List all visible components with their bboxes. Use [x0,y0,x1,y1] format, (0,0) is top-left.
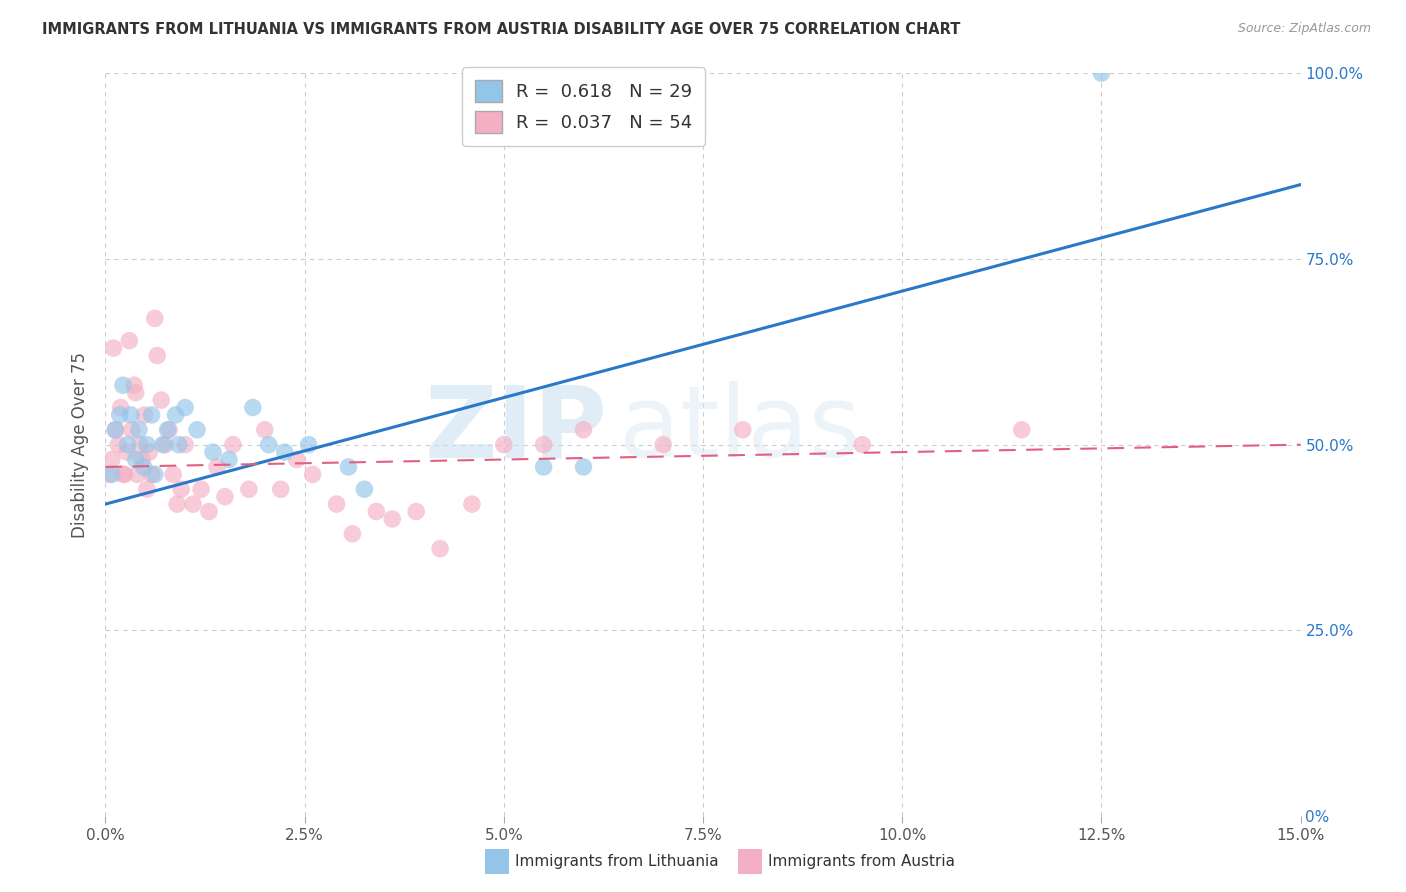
Point [143,467,166,482]
Point [170,482,193,496]
Point [128,423,150,437]
Point [167,438,190,452]
Point [238,482,260,496]
Point [128,438,150,452]
Point [131,452,153,467]
Point [157,423,180,437]
Point [141,467,163,482]
Point [253,423,276,437]
Point [851,438,873,452]
Point [270,482,292,496]
Point [125,452,148,467]
Point [218,452,240,467]
Point [115,445,138,459]
Point [285,452,308,467]
Point [205,459,228,474]
Point [533,438,555,452]
Point [101,452,124,467]
Point [190,482,212,496]
Point [533,459,555,474]
Point [381,512,404,526]
Point [120,408,142,422]
Point [118,334,141,348]
Point [138,445,160,459]
Point [1090,66,1112,80]
Point [257,438,280,452]
Point [104,423,127,437]
Point [108,408,131,422]
Point [127,467,149,482]
Point [117,438,139,452]
Point [97,467,120,482]
Point [301,467,323,482]
Point [186,423,208,437]
Point [242,401,264,415]
Point [572,459,595,474]
Point [652,438,675,452]
Point [166,497,188,511]
Point [492,438,515,452]
Point [111,378,134,392]
Point [273,445,295,459]
Point [134,408,156,422]
Point [152,438,174,452]
Point [156,423,179,437]
Text: IMMIGRANTS FROM LITHUANIA VS IMMIGRANTS FROM AUSTRIA DISABILITY AGE OVER 75 CORR: IMMIGRANTS FROM LITHUANIA VS IMMIGRANTS … [42,22,960,37]
Point [107,438,129,452]
Point [366,504,388,518]
Point [429,541,451,556]
Text: ZIP: ZIP [425,381,607,478]
Point [1011,423,1033,437]
Point [181,497,204,511]
Point [202,445,225,459]
Point [198,504,221,518]
Point [101,467,124,482]
Point [104,423,127,437]
Legend: R =  0.618   N = 29, R =  0.037   N = 54: R = 0.618 N = 29, R = 0.037 N = 54 [463,67,704,145]
Point [153,438,177,452]
Point [111,467,134,482]
Point [150,393,173,408]
Point [122,378,145,392]
Point [146,349,169,363]
Point [165,408,187,422]
Point [141,408,163,422]
Point [125,385,148,400]
Point [222,438,245,452]
Point [103,341,125,355]
Point [337,459,360,474]
Text: Source: ZipAtlas.com: Source: ZipAtlas.com [1237,22,1371,36]
Point [353,482,375,496]
Point [135,482,157,496]
Point [143,311,166,326]
Point [110,401,132,415]
Point [461,497,484,511]
Point [174,401,197,415]
Point [731,423,754,437]
Point [325,497,347,511]
Point [114,467,136,482]
Point [132,459,155,474]
Text: atlas: atlas [619,381,860,478]
Text: Immigrants from Lithuania: Immigrants from Lithuania [515,855,718,869]
Point [405,504,427,518]
Point [121,423,143,437]
Point [297,438,319,452]
Point [342,526,364,541]
Y-axis label: Disability Age Over 75: Disability Age Over 75 [72,351,90,538]
Point [572,423,595,437]
Point [174,438,197,452]
Point [162,467,184,482]
Point [135,438,157,452]
Text: Immigrants from Austria: Immigrants from Austria [768,855,955,869]
Point [214,490,236,504]
